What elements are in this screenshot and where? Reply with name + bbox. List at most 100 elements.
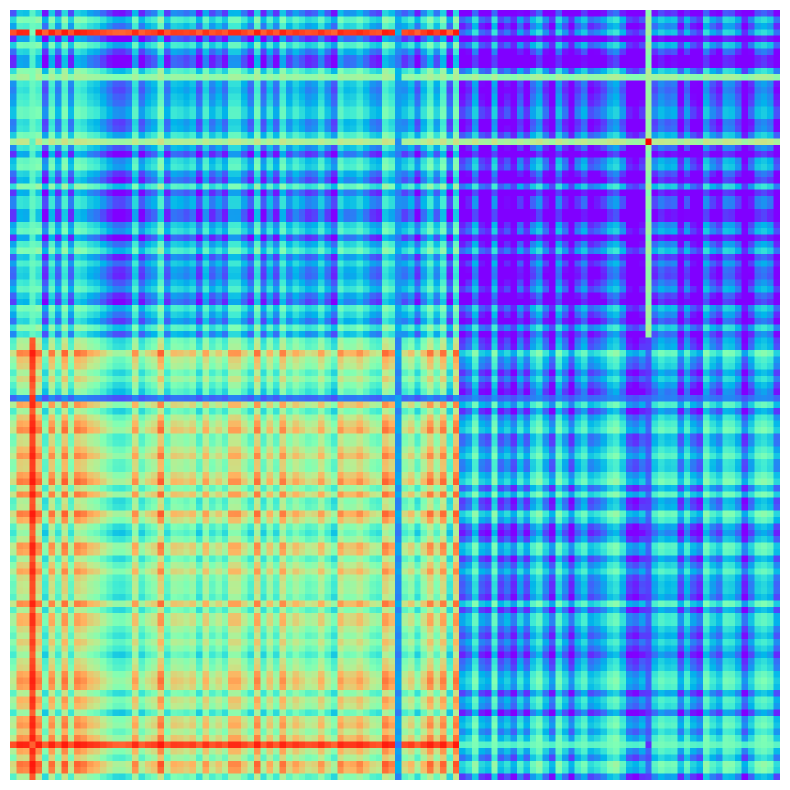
heatmap-cell	[593, 266, 601, 274]
heatmap-cell	[491, 112, 499, 120]
heatmap-cell	[574, 48, 582, 56]
heatmap-cell	[279, 183, 287, 191]
heatmap-cell	[747, 22, 755, 30]
heatmap-cell	[93, 74, 101, 81]
heatmap-cell	[754, 228, 762, 235]
heatmap-cell	[241, 80, 248, 88]
heatmap-cell	[42, 74, 49, 81]
heatmap-cell	[260, 87, 268, 94]
heatmap-cell	[632, 208, 640, 216]
heatmap-cell	[747, 208, 755, 216]
heatmap-cell	[170, 29, 178, 37]
heatmap-cell	[472, 208, 479, 216]
heatmap-cell	[35, 131, 43, 139]
heatmap-cell	[196, 157, 203, 165]
heatmap-cell	[735, 202, 742, 210]
heatmap-cell	[279, 208, 287, 216]
heatmap-cell	[228, 138, 235, 146]
heatmap-cell	[767, 183, 774, 191]
heatmap-cell	[131, 183, 139, 191]
heatmap-cell	[619, 183, 627, 191]
heatmap-cell	[658, 208, 665, 216]
heatmap-cell	[760, 35, 768, 43]
heatmap-cell	[176, 183, 184, 191]
heatmap-cell	[741, 87, 749, 94]
heatmap-cell	[138, 112, 146, 120]
heatmap-cell	[74, 208, 81, 216]
heatmap-cell	[670, 54, 678, 62]
heatmap-cell	[54, 228, 62, 235]
heatmap-cell	[472, 247, 479, 255]
heatmap-cell	[279, 10, 287, 17]
heatmap-cell	[343, 196, 351, 203]
heatmap-cell	[48, 253, 56, 261]
heatmap-cell	[298, 93, 306, 101]
heatmap-cell	[228, 35, 235, 43]
heatmap-cell	[22, 151, 30, 158]
heatmap-cell	[747, 29, 755, 37]
heatmap-cell	[292, 119, 300, 126]
heatmap-cell	[587, 61, 595, 69]
heatmap-cell	[427, 16, 434, 24]
heatmap-cell	[157, 183, 165, 191]
heatmap-cell	[658, 48, 665, 56]
heatmap-cell	[568, 106, 576, 114]
heatmap-cell	[208, 35, 216, 43]
heatmap-cell	[208, 164, 216, 171]
heatmap-cell	[157, 260, 165, 268]
heatmap-cell	[613, 48, 620, 56]
heatmap-cell	[311, 80, 319, 88]
heatmap-cell	[48, 42, 56, 49]
heatmap-cell	[189, 266, 197, 274]
heatmap-cell	[337, 16, 345, 24]
heatmap-cell	[728, 35, 736, 43]
heatmap-cell	[74, 215, 81, 223]
heatmap-cell	[29, 29, 37, 37]
heatmap-cell	[356, 144, 364, 152]
heatmap-cell	[382, 215, 389, 223]
heatmap-cell	[401, 202, 409, 210]
heatmap-cell	[285, 189, 293, 197]
heatmap-cell	[523, 157, 531, 165]
heatmap-cell	[497, 93, 505, 101]
heatmap-cell	[350, 99, 357, 107]
heatmap-cell	[54, 125, 62, 133]
heatmap-cell	[42, 266, 49, 274]
heatmap-cell	[337, 138, 345, 146]
heatmap-cell	[510, 10, 518, 17]
heatmap-cell	[767, 260, 774, 268]
heatmap-cell	[549, 202, 556, 210]
heatmap-cell	[433, 196, 441, 203]
heatmap-cell	[549, 241, 556, 248]
heatmap-cell	[382, 202, 389, 210]
heatmap-cell	[164, 67, 171, 75]
heatmap-cell	[395, 228, 402, 235]
heatmap-cell	[773, 183, 780, 191]
heatmap-cell	[80, 131, 88, 139]
heatmap-cell	[484, 99, 492, 107]
heatmap-cell	[375, 131, 383, 139]
heatmap-cell	[67, 176, 75, 184]
heatmap-cell	[208, 80, 216, 88]
heatmap-cell	[119, 234, 126, 242]
heatmap-cell	[401, 74, 409, 81]
heatmap-cell	[311, 189, 319, 197]
heatmap-cell	[414, 208, 422, 216]
heatmap-cell	[273, 221, 280, 229]
heatmap-cell	[388, 157, 396, 165]
heatmap-cell	[362, 93, 370, 101]
heatmap-cell	[613, 234, 620, 242]
heatmap-cell	[760, 228, 768, 235]
heatmap-cell	[42, 170, 49, 178]
heatmap-cell	[234, 170, 242, 178]
heatmap-cell	[632, 119, 640, 126]
heatmap-cell	[670, 151, 678, 158]
heatmap-cell	[253, 183, 261, 191]
heatmap-cell	[574, 61, 582, 69]
heatmap-cell	[144, 16, 152, 24]
heatmap-cell	[683, 266, 691, 274]
heatmap-cell	[337, 157, 345, 165]
heatmap-cell	[311, 42, 319, 49]
heatmap-cell	[472, 67, 479, 75]
heatmap-cell	[613, 67, 620, 75]
